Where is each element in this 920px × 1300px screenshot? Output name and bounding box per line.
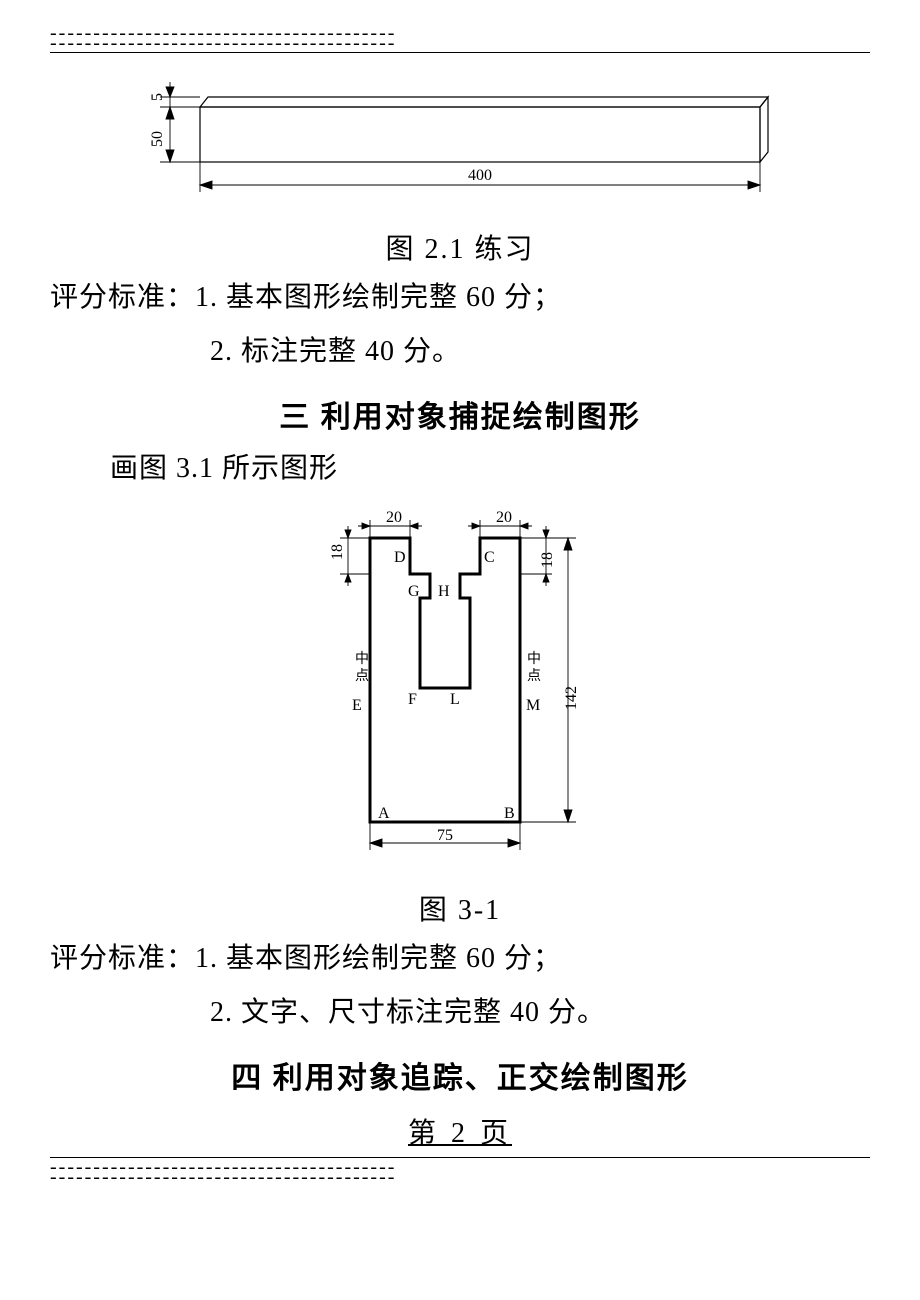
dim-l18: 18 xyxy=(329,544,346,560)
lbl-E: E xyxy=(352,697,362,714)
lbl-D: D xyxy=(394,549,406,566)
dim-142: 142 xyxy=(563,686,580,710)
lbl-B: B xyxy=(504,805,515,822)
section3-title: 三 利用对象捕捉绘制图形 xyxy=(50,392,870,436)
grading31-item2: 2. 文字、尺寸标注完整 40 分。 xyxy=(50,988,870,1038)
dim-5: 5 xyxy=(149,93,166,101)
lbl-mid-right-2: 点 xyxy=(527,668,541,684)
footer-dash-1: ---------------------------------------- xyxy=(50,1162,870,1172)
header-dash-2: ---------------------------------------- xyxy=(50,38,870,48)
lbl-L: L xyxy=(450,691,460,708)
lbl-G: G xyxy=(408,583,420,600)
page-number: 第 2 页 xyxy=(50,1111,870,1151)
grading31-prefix: 评分标准： xyxy=(50,943,195,974)
fig21-caption: 图 2.1 练习 xyxy=(50,227,870,267)
grading21-line1: 评分标准：1. 基本图形绘制完整 60 分； xyxy=(50,273,870,323)
lbl-mid-right-1: 中 xyxy=(527,651,541,667)
footer-line xyxy=(50,1157,870,1158)
dim-tr20: 20 xyxy=(496,509,512,526)
section4-title: 四 利用对象追踪、正交绘制图形 xyxy=(50,1053,870,1097)
lbl-mid-left-1: 中 xyxy=(355,651,369,667)
grading21-item1: 1. 基本图形绘制完整 60 分； xyxy=(195,282,562,313)
dim-r18: 18 xyxy=(539,552,556,568)
grading31-line1: 评分标准：1. 基本图形绘制完整 60 分； xyxy=(50,934,870,984)
footer-dash-2: ---------------------------------------- xyxy=(50,1172,870,1182)
lbl-M: M xyxy=(526,697,540,714)
header-dash-1: ---------------------------------------- xyxy=(50,28,870,38)
figure-2-1: 400 50 5 xyxy=(50,57,870,217)
grading31-item1: 1. 基本图形绘制完整 60 分； xyxy=(195,943,562,974)
dim-tl20: 20 xyxy=(386,509,402,526)
fig31-caption: 图 3-1 xyxy=(50,888,870,928)
lbl-A: A xyxy=(378,805,390,822)
lbl-F: F xyxy=(408,691,417,708)
dim-50: 50 xyxy=(149,131,166,147)
lbl-C: C xyxy=(484,549,495,566)
grading-prefix: 评分标准： xyxy=(50,282,195,313)
figure-3-1: A B C D G H F L E M 中 点 中 点 xyxy=(50,498,870,878)
header-line xyxy=(50,52,870,53)
lbl-mid-left-2: 点 xyxy=(355,668,369,684)
dim-75: 75 xyxy=(437,827,453,844)
dim-400: 400 xyxy=(468,167,492,184)
section3-instruction: 画图 3.1 所示图形 xyxy=(50,446,870,486)
lbl-H: H xyxy=(438,583,450,600)
grading21-item2: 2. 标注完整 40 分。 xyxy=(50,327,870,377)
